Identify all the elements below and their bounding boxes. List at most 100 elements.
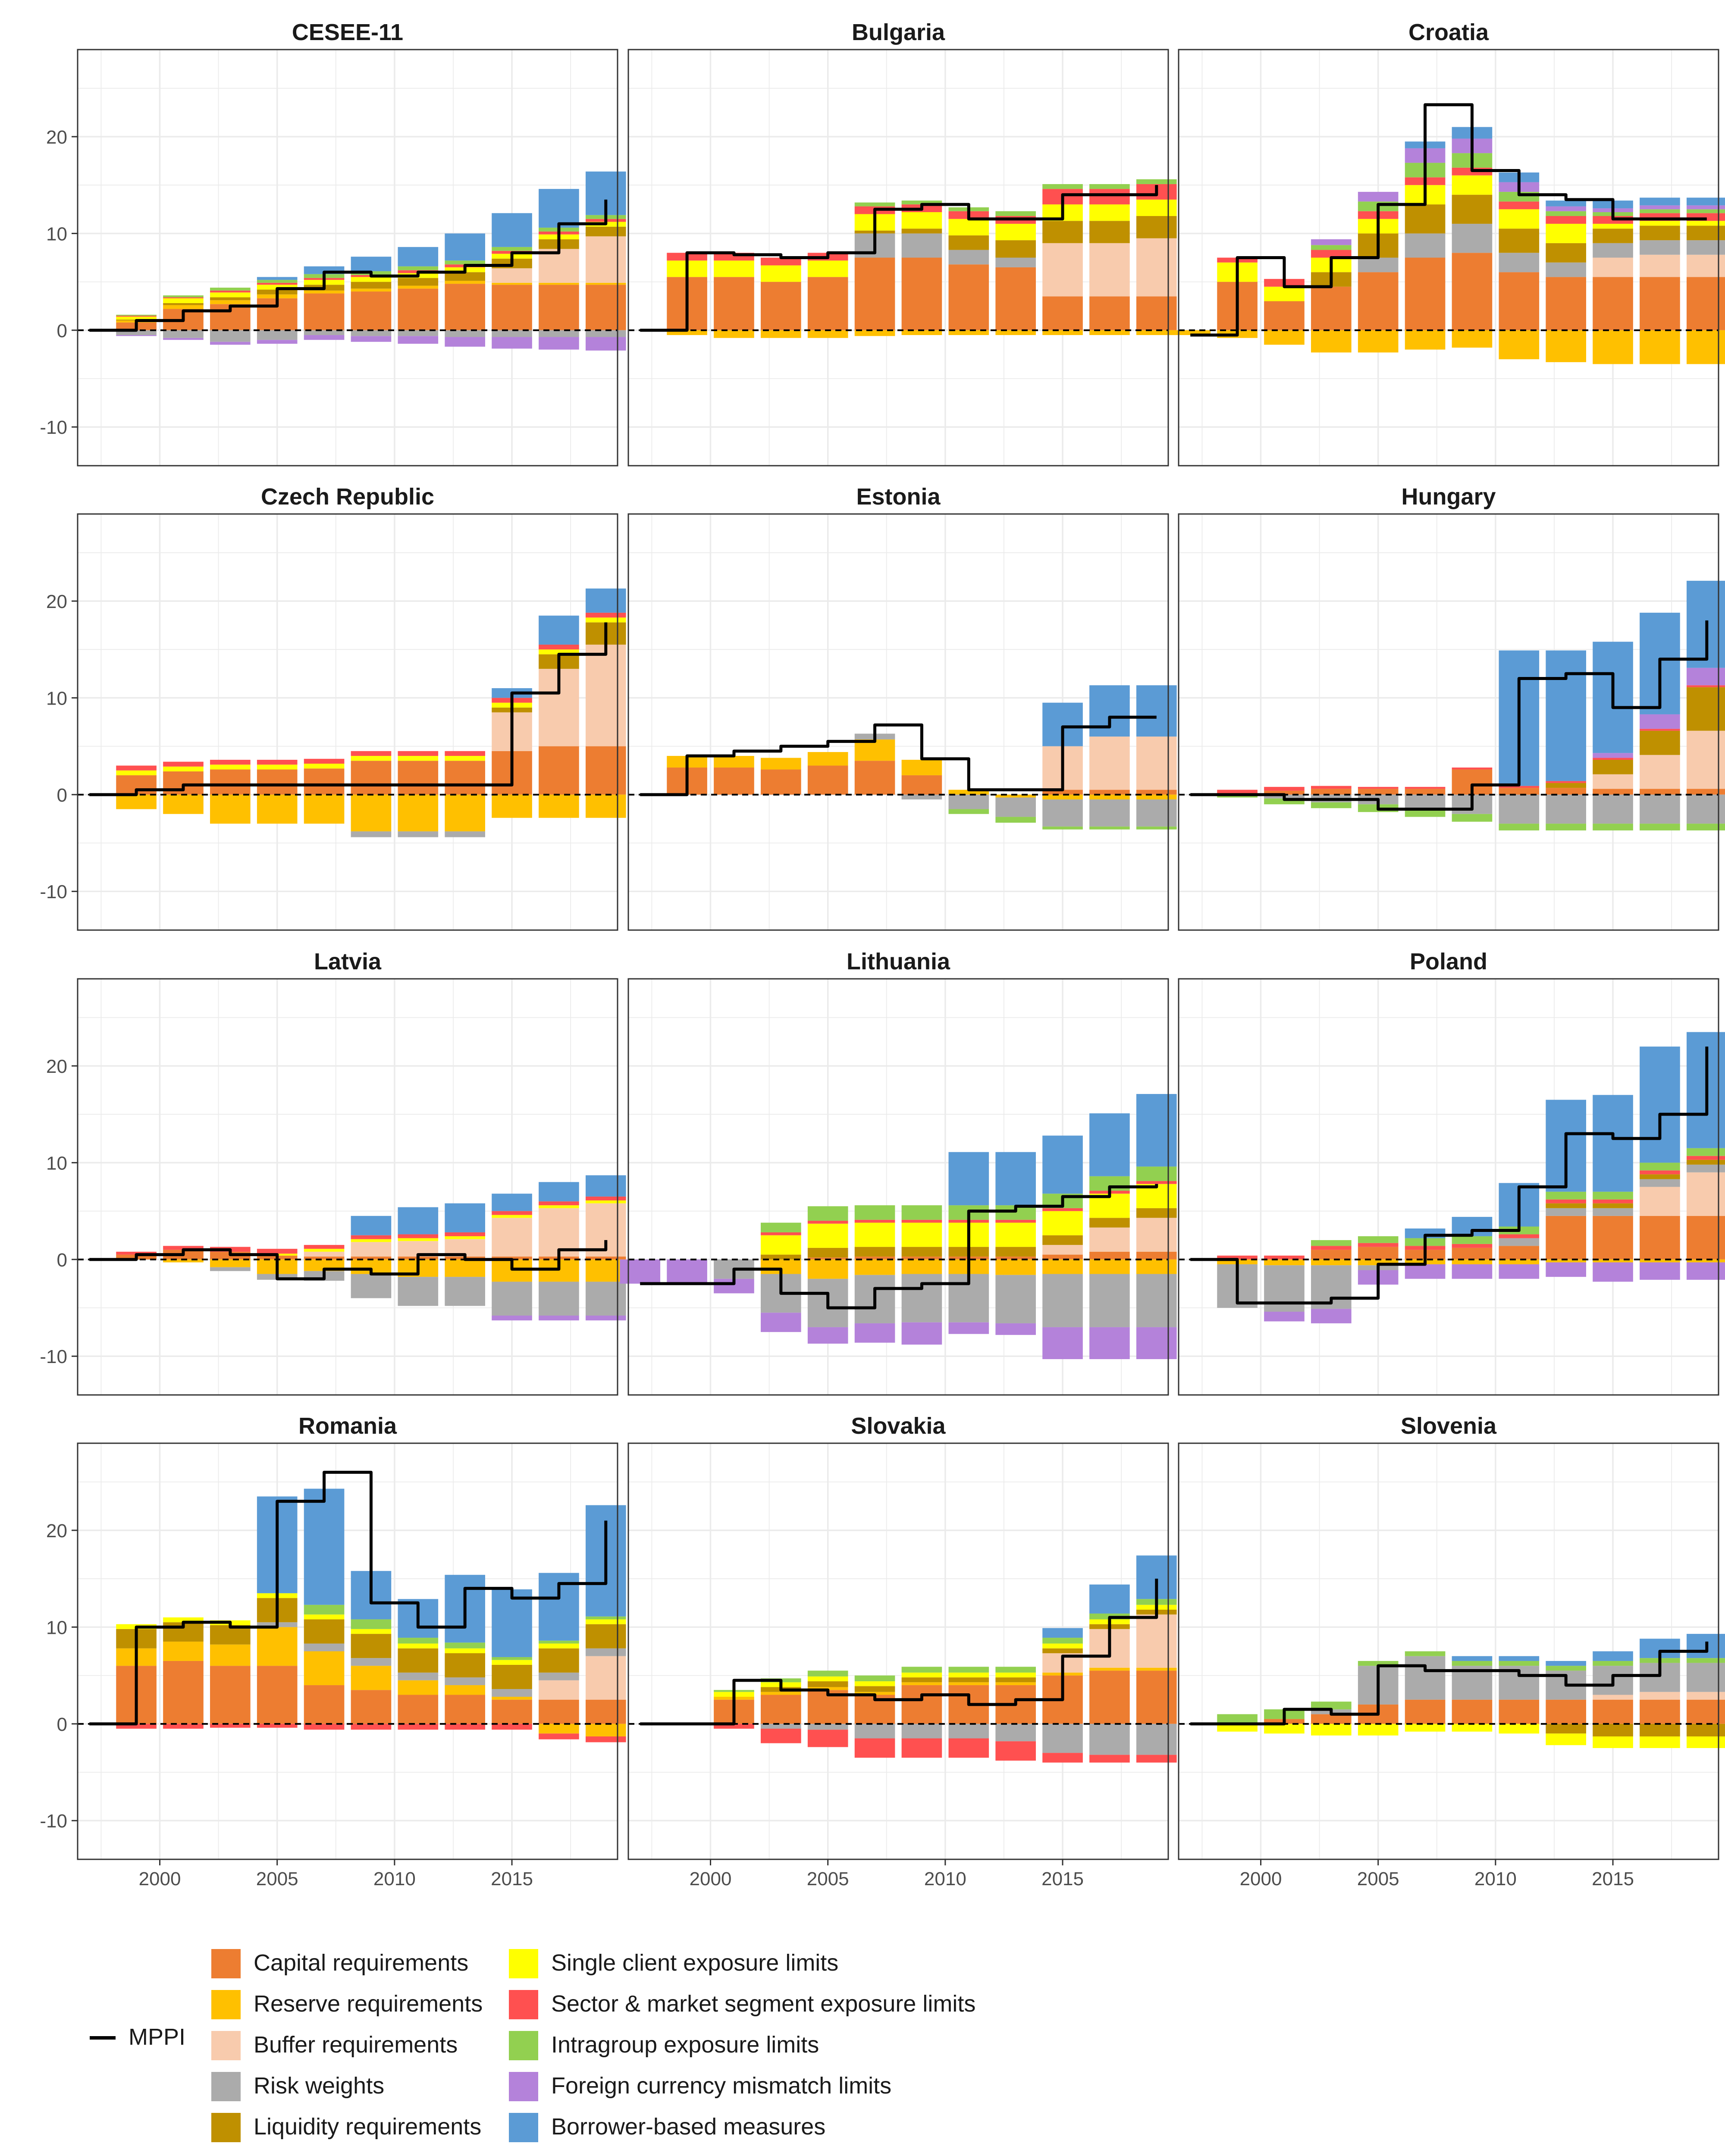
- bar-capital: [539, 746, 579, 795]
- bar-risk: [445, 330, 485, 337]
- bar-single: [995, 223, 1036, 241]
- bar-borrower: [539, 189, 579, 228]
- bar-sector: [807, 1730, 848, 1747]
- bar-sector: [1546, 1199, 1586, 1203]
- bar-capital: [1136, 1670, 1177, 1724]
- bar-risk: [901, 233, 942, 258]
- bar-capital: [304, 768, 345, 795]
- bar-fx: [539, 337, 579, 350]
- plot-background: [1179, 979, 1719, 1395]
- bar-risk: [1089, 1274, 1130, 1327]
- bar-capital: [1089, 296, 1130, 330]
- bar-reserve: [1358, 330, 1399, 353]
- bar-reserve: [585, 794, 626, 818]
- bar-risk: [1042, 799, 1083, 827]
- bar-liquidity: [351, 282, 392, 289]
- bar-borrower: [585, 588, 626, 613]
- bar-capital: [1686, 789, 1725, 795]
- bar-liquidity: [1042, 1235, 1083, 1245]
- bar-fx: [1452, 1264, 1493, 1279]
- bar-intragroup: [1136, 179, 1177, 184]
- bar-intragroup: [1593, 1661, 1633, 1666]
- bar-sector: [1640, 1170, 1680, 1175]
- bar-reserve: [492, 282, 532, 285]
- bar-capital: [807, 277, 848, 330]
- bar-capital: [854, 257, 895, 330]
- bar-intragroup: [1042, 184, 1083, 189]
- bar-borrower: [1546, 201, 1586, 207]
- bar-intragroup: [1217, 1714, 1258, 1724]
- legend-label-liquidity: Liquidity requirements: [254, 2114, 481, 2140]
- panel-lithuania: Lithuania: [620, 949, 1177, 1396]
- legend-label-fx: Foreign currency mismatch limits: [551, 2073, 891, 2099]
- bar-sector: [901, 1738, 942, 1758]
- bar-reserve: [1686, 1259, 1725, 1263]
- bar-buffer: [1640, 755, 1680, 789]
- bar-reserve: [714, 330, 754, 338]
- bar-reserve: [1593, 330, 1633, 364]
- bar-liquidity: [304, 1619, 345, 1644]
- bar-intragroup: [1136, 826, 1177, 830]
- bar-risk: [539, 330, 579, 337]
- bar-reserve: [1136, 1259, 1177, 1274]
- bar-risk: [1593, 243, 1633, 258]
- panel-hungary: Hungary: [1178, 484, 1725, 931]
- bar-liquidity: [1042, 221, 1083, 243]
- bar-reserve: [445, 1259, 485, 1277]
- bar-reserve: [304, 290, 345, 294]
- panel-title: Slovakia: [851, 1413, 946, 1439]
- bar-intragroup: [445, 1642, 485, 1648]
- bar-risk: [539, 1672, 579, 1680]
- bar-intragroup: [995, 817, 1036, 823]
- bar-risk: [1640, 240, 1680, 255]
- bar-buffer: [1640, 1692, 1680, 1700]
- bar-capital: [1136, 296, 1177, 330]
- bar-intragroup: [163, 295, 204, 298]
- bar-risk: [398, 330, 439, 336]
- bar-fx: [585, 337, 626, 351]
- bar-capital: [1546, 1216, 1586, 1260]
- bar-reserve: [304, 1651, 345, 1686]
- bar-liquidity: [1405, 204, 1446, 234]
- bar-liquidity: [585, 226, 626, 237]
- bar-reserve: [351, 794, 392, 832]
- legend-key-intragroup: [509, 2031, 538, 2060]
- bar-sector: [257, 1249, 298, 1254]
- bar-buffer: [585, 1656, 626, 1700]
- bar-risk: [492, 1282, 532, 1316]
- bar-borrower: [539, 615, 579, 645]
- bar-reserve: [1042, 794, 1083, 800]
- bar-liquidity: [1686, 687, 1725, 731]
- bar-borrower: [257, 277, 298, 280]
- bar-risk: [351, 1658, 392, 1666]
- panel-border: [1178, 978, 1719, 1396]
- bar-borrower: [1546, 650, 1586, 781]
- bar-capital: [1640, 1699, 1680, 1724]
- bar-single: [492, 1660, 532, 1665]
- panel-slovenia: Slovenia 2000 2005 2010 2015: [1178, 1413, 1725, 1890]
- bar-fx: [398, 336, 439, 344]
- bar-fx: [667, 1259, 707, 1284]
- bar-risk: [585, 330, 626, 337]
- bar-intragroup: [995, 211, 1036, 216]
- legend-label-reserve: Reserve requirements: [254, 1991, 483, 2017]
- bar-reserve: [995, 1259, 1036, 1275]
- bar-buffer: [492, 268, 532, 283]
- bar-sector: [304, 1245, 345, 1249]
- bar-sector: [398, 751, 439, 756]
- bar-risk: [854, 1724, 895, 1739]
- bar-intragroup: [854, 1675, 895, 1682]
- bar-reserve: [1089, 1667, 1130, 1671]
- y-tick-label: -10: [40, 1811, 67, 1832]
- bar-buffer: [1640, 254, 1680, 277]
- bar-reserve: [807, 752, 848, 766]
- bar-capital: [714, 767, 754, 795]
- bar-risk: [1686, 1164, 1725, 1172]
- mppi-line: [1190, 1047, 1709, 1305]
- bar-reserve: [1136, 1667, 1177, 1671]
- bar-capital: [1499, 1246, 1540, 1260]
- plot-background: [78, 514, 618, 930]
- bar-buffer: [1089, 243, 1130, 297]
- bar-risk: [995, 1724, 1036, 1742]
- bar-intragroup: [539, 1640, 579, 1644]
